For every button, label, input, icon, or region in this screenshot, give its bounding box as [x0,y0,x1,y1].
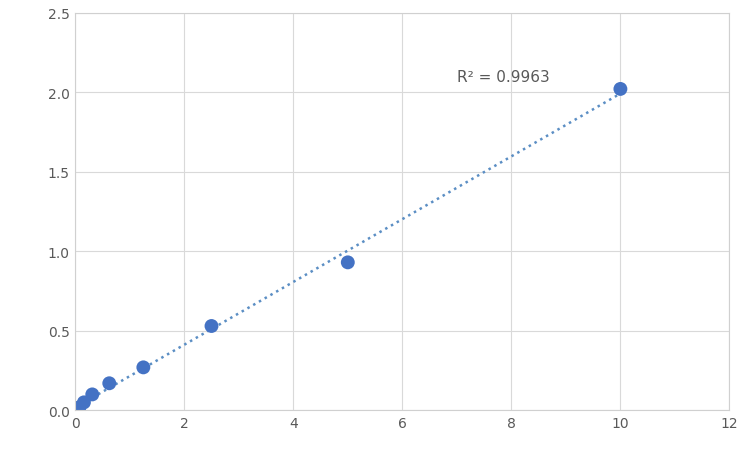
Point [103,380,115,387]
Point [205,322,217,330]
Point [614,86,626,93]
Point [74,404,86,411]
Point [69,407,81,414]
Text: R² = 0.9963: R² = 0.9963 [456,70,550,85]
Point [86,391,99,398]
Point [138,364,150,371]
Point [341,259,353,267]
Point [78,399,90,406]
